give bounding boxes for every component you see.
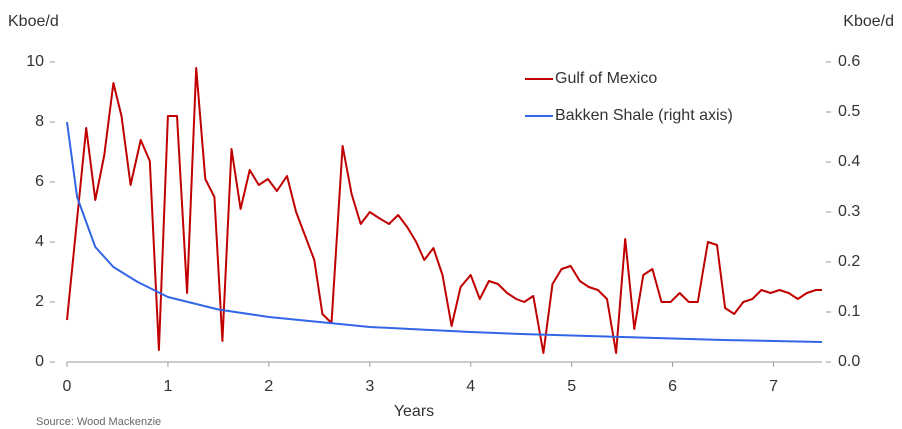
series-line [66,121,823,343]
x-tick-label: 5 [567,378,576,395]
x-axis-label: Years [394,403,434,420]
y2-tick-label: 0.3 [838,203,860,220]
x-tick-label: 6 [668,378,677,395]
y-tick-label: 2 [35,293,44,310]
y2-tick-label: 0.2 [838,253,860,270]
y2-tick-label: 0.1 [838,303,860,320]
y-axis-label: Kboe/d [8,13,59,30]
x-tick-label: 3 [365,378,374,395]
y2-tick-label: 0.5 [838,103,860,120]
y-tick-label: 0 [35,353,44,370]
y2-axis-label: Kboe/d [843,13,894,30]
x-tick-label: 4 [466,378,475,395]
legend-label: Bakken Shale (right axis) [555,107,733,124]
y2-tick-label: 0.0 [838,353,860,370]
x-tick-label: 2 [264,378,273,395]
y-tick-label: 8 [35,113,44,130]
x-tick-label: 0 [63,378,72,395]
x-tick-label: 7 [769,378,778,395]
series-line [66,67,822,354]
y-tick-label: 6 [35,173,44,190]
legend-label: Gulf of Mexico [555,70,657,87]
y2-tick-label: 0.4 [838,153,860,170]
y2-tick-label: 0.6 [838,53,860,70]
source-note: Source: Wood Mackenzie [36,416,161,428]
y-tick-label: 4 [35,233,44,250]
x-tick-label: 1 [163,378,172,395]
y-tick-label: 10 [26,53,44,70]
